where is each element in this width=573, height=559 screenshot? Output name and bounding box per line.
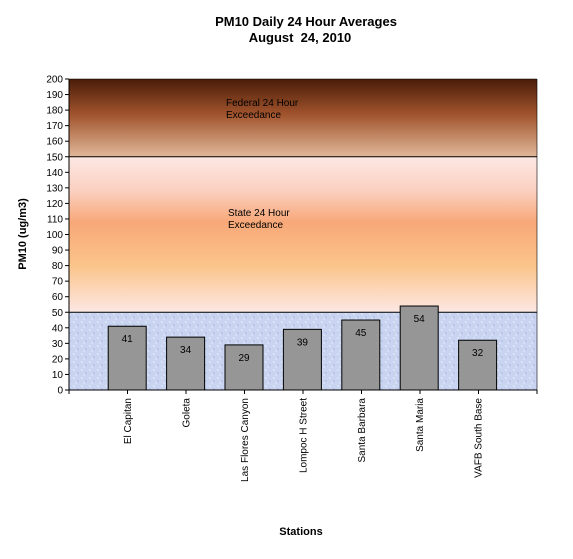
x-tick-label: El Capitan <box>123 398 134 444</box>
bar-santa-maria <box>399 305 439 391</box>
bar-value-label: 54 <box>414 314 426 325</box>
x-tick-label: Lompoc H Street <box>298 398 309 473</box>
bar-value-label: 41 <box>122 334 134 345</box>
y-tick-label: 120 <box>46 199 63 210</box>
bar-value-label: 32 <box>472 348 484 359</box>
y-tick-label: 30 <box>52 339 64 350</box>
bars: 41 34 29 39 45 54 32 <box>107 305 498 391</box>
chart-subtitle: August 24, 2010 <box>249 30 352 45</box>
bar-value-label: 45 <box>355 328 367 339</box>
x-tick-label: Goleta <box>182 398 193 428</box>
y-tick-label: 20 <box>52 354 64 365</box>
bar-santa-barbara <box>341 319 381 391</box>
y-tick-label: 170 <box>46 121 63 132</box>
threshold-label-150-line1: Federal 24 Hour <box>226 98 299 109</box>
y-tick-label: 80 <box>52 261 64 272</box>
x-tick-label: Las Flores Canyon <box>240 398 251 482</box>
y-tick-label: 100 <box>46 230 63 241</box>
bar-value-label: 34 <box>180 345 192 356</box>
bar-value-label: 39 <box>297 337 309 348</box>
x-tick-label: Santa Barbara <box>357 398 368 463</box>
y-tick-label: 60 <box>52 292 64 303</box>
bar-value-label: 29 <box>238 353 250 364</box>
state-exceedance-band <box>69 156 537 313</box>
y-tick-label: 180 <box>46 106 63 117</box>
y-tick-label: 160 <box>46 137 63 148</box>
y-tick-label: 70 <box>52 277 64 288</box>
y-tick-label: 130 <box>46 183 63 194</box>
bar-goleta <box>166 336 206 391</box>
x-tick-label: Santa Maria <box>415 398 426 452</box>
x-tick-label: VAFB South Base <box>474 398 485 478</box>
threshold-label-50-line2: Exceedance <box>228 220 283 231</box>
federal-exceedance-band <box>69 79 537 157</box>
y-tick-label: 40 <box>52 323 64 334</box>
y-tick-label: 110 <box>47 214 63 225</box>
y-tick-label: 140 <box>46 168 63 179</box>
y-tick-label: 50 <box>52 308 64 319</box>
x-tick-labels: El Capitan Goleta Las Flores Canyon Lompoc … <box>68 390 538 482</box>
y-tick-label: 0 <box>57 386 63 397</box>
y-tick-label: 10 <box>52 370 64 381</box>
y-tick-labels: 0 10 20 30 40 50 60 70 80 90 100 110 120 130 140 150 160… <box>46 75 69 397</box>
y-tick-label: 150 <box>46 152 63 163</box>
y-tick-label: 190 <box>46 90 63 101</box>
y-tick-label: 200 <box>46 75 63 86</box>
bar-las-flores-canyon <box>224 344 264 391</box>
y-tick-label: 90 <box>52 246 64 257</box>
threshold-label-150-line2: Exceedance <box>226 110 281 121</box>
x-axis-label: Stations <box>279 526 322 538</box>
threshold-label-50-line1: State 24 Hour <box>228 208 290 219</box>
y-axis-label: PM10 (ug/m3) <box>17 198 29 270</box>
chart-title: PM10 Daily 24 Hour Averages <box>215 14 397 29</box>
threshold-lines <box>69 156 537 313</box>
